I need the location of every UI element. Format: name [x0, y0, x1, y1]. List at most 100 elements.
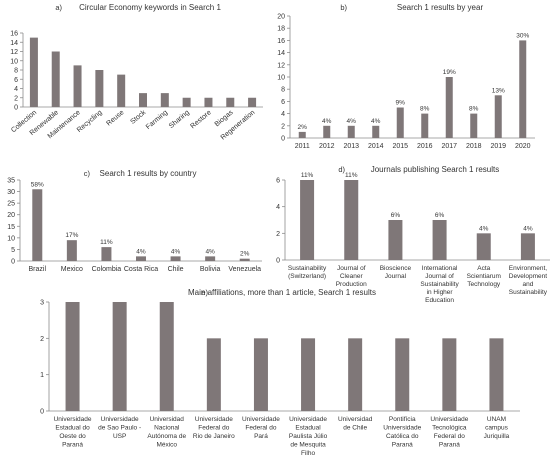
chart-c-y-tick-label: 15 [7, 224, 15, 231]
chart-e-category-label: Federal do [245, 425, 276, 432]
chart-c-category-label: Colombia [92, 266, 122, 273]
chart-b-data-label: 2% [298, 124, 308, 131]
chart-b-y-tick-label: 4 [281, 111, 285, 118]
chart-d-category-label: Bioscience [380, 265, 412, 272]
chart-e-y-tick-label: 3 [40, 300, 44, 307]
chart-c-bar [136, 256, 146, 261]
chart-e-category-label: Autónoma de [147, 433, 186, 440]
chart-d-y-tick-label: 6 [276, 178, 280, 185]
chart-e-category-label: campus [485, 425, 509, 432]
chart-d-category-label: Cleaner [340, 273, 364, 280]
chart-e-category-label: Estadual [295, 425, 321, 432]
chart-a-title: Circular Economy keywords in Search 1 [79, 3, 221, 12]
chart-d-y-tick-label: 2 [276, 231, 280, 238]
chart-c-category-label: Venezuela [228, 266, 261, 273]
chart-a-bar [204, 97, 213, 107]
chart-e-bar [489, 338, 504, 411]
chart-b-bar [494, 95, 502, 138]
chart-e-category-label: Universidad [338, 416, 373, 423]
chart-b-y-tick-label: 10 [277, 75, 285, 82]
chart-b-letter: b) [340, 3, 347, 12]
chart-b-data-label: 8% [420, 106, 430, 113]
chart-d-data-label: 4% [523, 225, 533, 232]
chart-a-category-label: Restore [189, 109, 212, 130]
chart-c-data-label: 2% [240, 251, 250, 258]
chart-a-category-label: Reuse [105, 109, 125, 127]
chart-b-bar [372, 125, 380, 138]
chart-c-bar [32, 189, 43, 261]
chart-e-bar [206, 338, 221, 411]
chart-b-category-label: 2019 [490, 143, 506, 150]
chart-b-bar [347, 125, 355, 138]
chart-d-y-tick-label: 0 [276, 258, 280, 265]
chart-e-letter: e) [201, 288, 208, 297]
chart-b-data-label: 19% [443, 69, 456, 76]
chart-d-category-label: Technology [467, 281, 501, 288]
chart-b-category-label: 2011 [295, 143, 310, 150]
chart-c-bar [170, 256, 181, 261]
chart-d-bar [476, 233, 491, 260]
chart-b-y-tick-label: 14 [277, 50, 285, 57]
chart-e-category-label: Rio de Janeiro [193, 433, 235, 440]
chart-b-bar [396, 107, 404, 138]
chart-d-category-label: Sustainability [509, 289, 548, 296]
chart-a-y-tick-label: 2 [14, 95, 18, 102]
chart-e-category-label: Tecnológica [432, 425, 467, 432]
chart-d-category-label: Education [425, 297, 454, 304]
chart-a-bar [117, 74, 126, 107]
chart-c-y-tick-label: 0 [11, 259, 15, 266]
chart-b-bar [421, 113, 429, 138]
chart-b-category-label: 2015 [392, 143, 408, 150]
chart-e-category-label: Universidade [383, 425, 421, 432]
chart-e-category-label: Federal do [198, 425, 229, 432]
chart-b-category-label: 2020 [515, 143, 531, 150]
chart-c-y-tick-label: 25 [7, 201, 15, 208]
chart-c-data-label: 4% [136, 248, 146, 255]
chart-a-y-tick-label: 12 [10, 49, 18, 56]
chart-b-category-label: 2018 [466, 143, 482, 150]
chart-a-y-tick-label: 16 [10, 31, 18, 38]
chart-b-y-tick-label: 6 [281, 99, 285, 106]
chart-d-category-label: Acta [477, 265, 490, 272]
chart-b-y-tick-label: 2 [281, 123, 285, 130]
chart-e-bar [159, 302, 174, 411]
chart-a-y-tick-label: 10 [10, 58, 18, 65]
chart-e-category-label: Federal do [434, 433, 465, 440]
chart-b-y-tick-label: 0 [281, 136, 285, 143]
chart-c-y-tick-label: 20 [7, 212, 15, 219]
chart-e-category-label: USP [113, 433, 126, 440]
chart-c-data-label: 58% [31, 181, 44, 188]
chart-c-y-tick-label: 30 [7, 189, 15, 196]
chart-a-bar [226, 97, 235, 107]
chart-b-data-label: 13% [492, 87, 505, 94]
chart-e-category-label: Estadual do [55, 425, 90, 432]
chart-b-data-label: 4% [322, 118, 332, 125]
chart-d-data-label: 6% [391, 212, 401, 219]
chart-a-bar [73, 65, 82, 107]
chart-c-data-label: 11% [100, 239, 113, 246]
chart-e-y-tick-label: 0 [40, 409, 44, 416]
chart-e-bar [65, 302, 80, 411]
chart-c-category-label: Costa Rica [124, 266, 158, 273]
chart-e-category-label: Católica do [386, 433, 419, 440]
chart-b-category-label: 2012 [319, 143, 335, 150]
chart-a-y-tick-label: 6 [14, 77, 18, 84]
chart-e-category-label: de Sao Paulo - [98, 425, 141, 432]
chart-e-category-label: Universidade [430, 416, 468, 423]
chart-a-y-tick-label: 0 [14, 105, 18, 112]
chart-b-y-tick-label: 18 [277, 26, 285, 33]
chart-d-category-label: Environment, [509, 265, 547, 272]
chart-b-data-label: 9% [396, 100, 406, 107]
chart-a-bar [29, 37, 38, 107]
chart-d-category-label: Scientiarum [467, 273, 501, 280]
chart-a-y-tick-label: 8 [14, 68, 18, 75]
chart-a-letter: a) [55, 3, 62, 12]
chart-e-category-label: Universidad [150, 416, 185, 423]
chart-e-category-label: Pará [254, 433, 268, 440]
chart-c-y-tick-label: 5 [11, 247, 15, 254]
chart-a-bar [95, 70, 104, 107]
chart-e-bar [442, 338, 457, 411]
chart-d-category-label: Sustainability [420, 281, 459, 288]
chart-d-category-label: Development [509, 273, 547, 280]
